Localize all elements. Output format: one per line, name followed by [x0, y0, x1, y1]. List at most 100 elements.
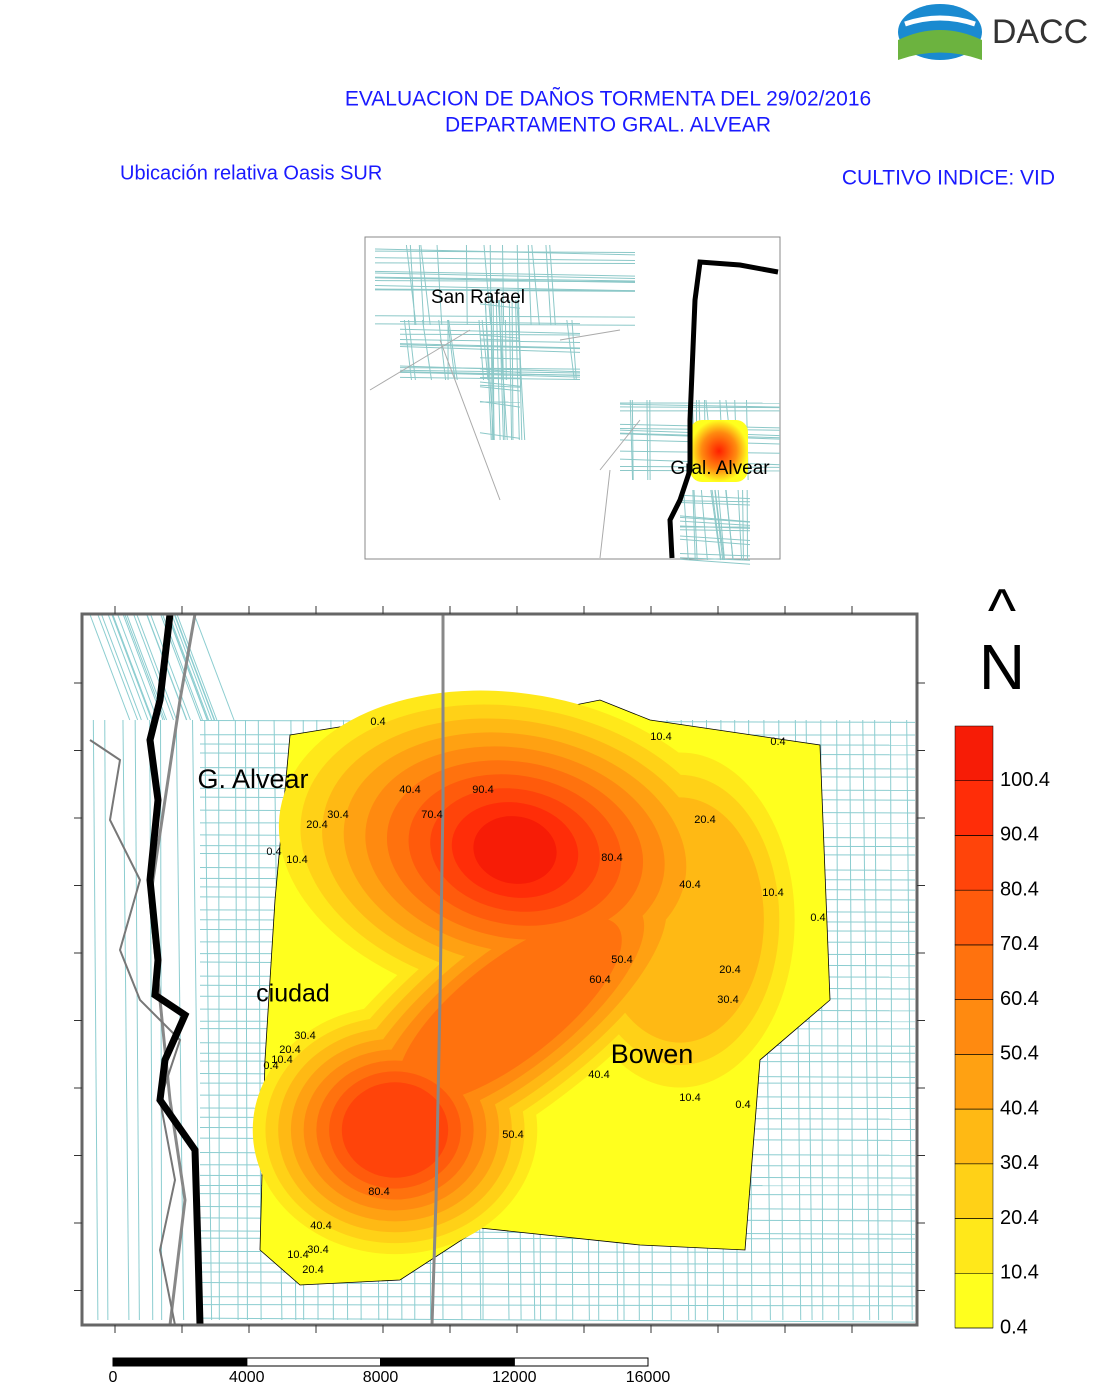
scale-segment — [112, 1357, 248, 1367]
legend-tick-label: 0.4 — [1000, 1316, 1028, 1338]
contour-band — [473, 816, 557, 884]
inset-road — [479, 357, 521, 360]
legend-band — [954, 1108, 994, 1165]
inset-road — [679, 501, 751, 506]
inset-road — [679, 515, 751, 523]
north-arrow-symbol: ^ — [988, 577, 1016, 644]
frame-ticks — [74, 606, 925, 1333]
inset-label: Gral. Alvear — [670, 458, 770, 479]
inset-boundaries — [369, 329, 641, 559]
legend-tick-label: 60.4 — [1000, 988, 1039, 1010]
legend-tick-label: 50.4 — [1000, 1043, 1039, 1065]
inset-road — [692, 489, 696, 561]
inset-road — [511, 299, 514, 441]
scale-tick-label: 16000 — [626, 1369, 671, 1386]
contour-label: 80.4 — [368, 1186, 389, 1198]
inset-road — [479, 381, 521, 387]
inset-road — [399, 320, 581, 325]
road — [836, 719, 840, 1321]
inset-road — [514, 299, 520, 441]
contour-label: 0.4 — [770, 736, 785, 748]
scale-tick-label: 8000 — [363, 1369, 399, 1386]
road — [244, 719, 248, 1321]
inset-road — [619, 406, 781, 409]
road — [193, 614, 235, 721]
road — [862, 719, 871, 1321]
place-label: Bowen — [611, 1039, 694, 1069]
inset-road — [737, 489, 743, 561]
inset-road — [527, 244, 532, 326]
north-arrow-letter: N — [979, 631, 1025, 703]
legend-band — [954, 835, 994, 891]
road — [136, 614, 178, 721]
road — [133, 614, 174, 721]
road — [149, 719, 154, 1321]
inset-road — [479, 303, 521, 309]
inset-road — [374, 289, 636, 292]
contour-label: 10.4 — [286, 854, 307, 866]
contour-label: 20.4 — [694, 814, 715, 826]
contour-label: 50.4 — [611, 954, 632, 966]
contour-label: 0.4 — [266, 846, 281, 858]
legend-tick-label: 30.4 — [1000, 1152, 1039, 1174]
inset-damage-area — [690, 420, 748, 482]
inset-road — [479, 376, 521, 379]
contour-label: 0.4 — [735, 1099, 750, 1111]
road — [168, 614, 210, 721]
contour-label: 0.4 — [263, 1060, 278, 1072]
legend-tick-label: 20.4 — [1000, 1207, 1039, 1229]
road — [122, 719, 130, 1321]
inset-road — [399, 367, 581, 370]
inset-road — [418, 244, 425, 326]
inset-road — [420, 244, 431, 326]
inset-road — [679, 557, 751, 561]
legend-tick-label: 40.4 — [1000, 1097, 1039, 1119]
contour-label: 20.4 — [719, 964, 740, 976]
road — [204, 719, 213, 1321]
inset-road — [683, 489, 689, 561]
river — [89, 739, 182, 1325]
subtitle-left: Ubicación relativa Oasis SUR — [120, 162, 382, 184]
inset-road — [479, 368, 521, 374]
inset-road — [679, 520, 751, 526]
contour-label: 20.4 — [302, 1264, 323, 1276]
road — [199, 1317, 916, 1323]
road — [176, 614, 218, 721]
contour-label: 10.4 — [650, 731, 671, 743]
contour-label: 40.4 — [588, 1069, 609, 1081]
contour-label: 30.4 — [717, 994, 738, 1006]
contour-label: 40.4 — [310, 1220, 331, 1232]
inset-road — [374, 257, 636, 262]
road — [111, 614, 153, 721]
inset-road — [490, 299, 493, 441]
inset-road — [403, 319, 412, 381]
legend-band — [954, 1218, 994, 1274]
department-border — [146, 614, 204, 1325]
subtitle-right: CULTIVO INDICE: VID — [842, 167, 1055, 190]
inset-road — [408, 319, 416, 381]
main-road — [430, 614, 445, 1325]
inset-road — [374, 288, 636, 292]
place-label: ciudad — [256, 980, 330, 1008]
inset-road — [679, 516, 751, 523]
legend-band — [954, 1163, 994, 1219]
road — [906, 719, 913, 1321]
legend-band — [954, 889, 994, 946]
inset-road — [742, 489, 744, 561]
inset-road — [484, 299, 492, 441]
inset-road — [399, 343, 581, 349]
legend-band — [954, 999, 994, 1055]
road — [173, 614, 215, 721]
inset-road — [502, 244, 505, 326]
inset-road — [679, 558, 751, 565]
legend: 0.4 10.4 20.4 30.4 40.4 50.4 60.4 70.4 80.4 90.4 1… — [954, 725, 1050, 1338]
contour-label: 90.4 — [472, 784, 493, 796]
inset-road — [399, 344, 581, 350]
inset-road — [399, 333, 581, 336]
road — [149, 614, 191, 721]
contour-label: 40.4 — [399, 784, 420, 796]
logo-text: DACC — [992, 13, 1088, 51]
legend-band — [954, 1273, 994, 1329]
inset-road — [374, 270, 636, 277]
road — [890, 719, 893, 1321]
